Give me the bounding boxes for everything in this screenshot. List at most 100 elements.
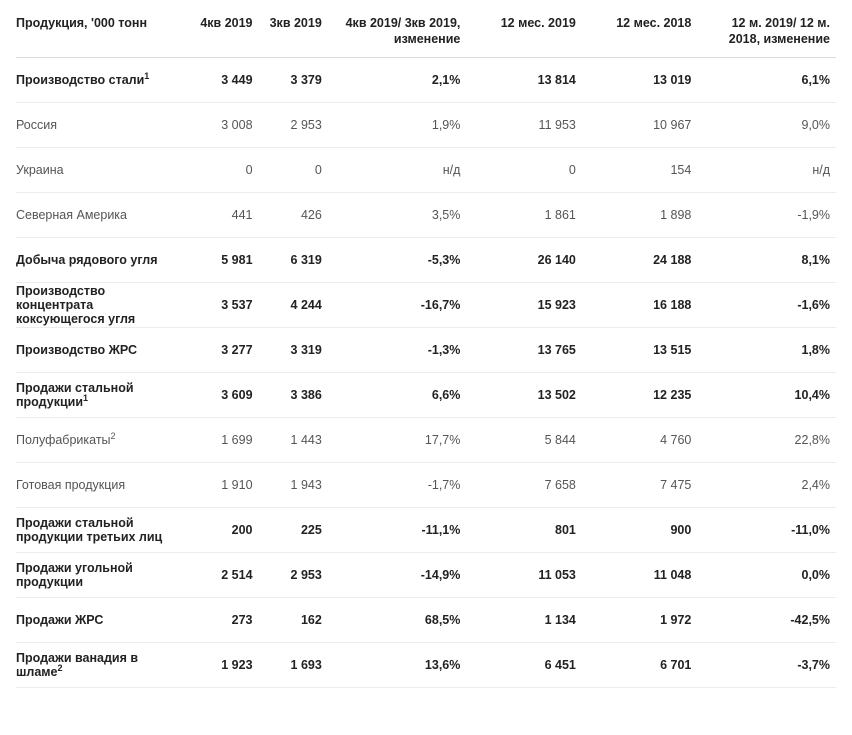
cell-q4: 3 008 [189, 103, 258, 148]
cell-qchg: -1,3% [328, 328, 467, 373]
cell-q3: 1 443 [259, 418, 328, 463]
cell-label: Продажи ЖРС [16, 598, 189, 643]
cell-qchg: 68,5% [328, 598, 467, 643]
cell-y19: 801 [466, 508, 581, 553]
cell-q4: 441 [189, 193, 258, 238]
cell-q3: 3 379 [259, 58, 328, 103]
cell-y19: 26 140 [466, 238, 581, 283]
cell-q3: 1 943 [259, 463, 328, 508]
cell-y18: 16 188 [582, 283, 697, 328]
cell-q3: 162 [259, 598, 328, 643]
table-row: Россия 3 0082 9531,9%11 95310 9679,0% [16, 103, 836, 148]
cell-ychg: 9,0% [697, 103, 836, 148]
col-header-label: Продукция, '000 тонн [16, 12, 189, 58]
cell-y19: 5 844 [466, 418, 581, 463]
cell-y18: 7 475 [582, 463, 697, 508]
cell-y18: 900 [582, 508, 697, 553]
cell-q4: 1 699 [189, 418, 258, 463]
cell-q4: 200 [189, 508, 258, 553]
cell-q3: 0 [259, 148, 328, 193]
row-label: Северная Америка [16, 208, 127, 222]
cell-label: Производство стали1 [16, 58, 189, 103]
table-row: Продажи стальной продукции13 6093 3866,6… [16, 373, 836, 418]
cell-ychg: н/д [697, 148, 836, 193]
row-label: Россия [16, 118, 57, 132]
cell-y19: 11 053 [466, 553, 581, 598]
cell-y19: 1 134 [466, 598, 581, 643]
cell-q4: 273 [189, 598, 258, 643]
cell-q3: 2 953 [259, 553, 328, 598]
cell-label: Продажи ванадия в шламе2 [16, 643, 189, 688]
cell-ychg: -1,9% [697, 193, 836, 238]
cell-label: Производство концентрата коксующегося уг… [16, 283, 189, 328]
cell-qchg: 2,1% [328, 58, 467, 103]
cell-q4: 3 609 [189, 373, 258, 418]
cell-ychg: 22,8% [697, 418, 836, 463]
cell-y19: 0 [466, 148, 581, 193]
cell-ychg: 2,4% [697, 463, 836, 508]
cell-label: Производство ЖРС [16, 328, 189, 373]
table-head: Продукция, '000 тонн4кв 20193кв 20194кв … [16, 12, 836, 58]
cell-ychg: -1,6% [697, 283, 836, 328]
cell-q4: 3 277 [189, 328, 258, 373]
cell-y18: 13 019 [582, 58, 697, 103]
cell-label: Продажи угольной продукции [16, 553, 189, 598]
row-label: Производство стали [16, 73, 144, 87]
footnote-ref: 1 [144, 71, 149, 81]
cell-qchg: 17,7% [328, 418, 467, 463]
cell-q3: 3 386 [259, 373, 328, 418]
footnote-ref: 1 [83, 393, 88, 403]
table-body: Производство стали13 4493 3792,1%13 8141… [16, 58, 836, 688]
table-row: Продажи ванадия в шламе21 9231 69313,6%6… [16, 643, 836, 688]
table-row: Производство концентрата коксующегося уг… [16, 283, 836, 328]
footnote-ref: 2 [58, 663, 63, 673]
table-row: Готовая продукция1 9101 943-1,7%7 6587 4… [16, 463, 836, 508]
row-label: Продажи угольной продукции [16, 561, 133, 589]
cell-ychg: -42,5% [697, 598, 836, 643]
cell-q3: 3 319 [259, 328, 328, 373]
cell-y19: 15 923 [466, 283, 581, 328]
col-header-y18: 12 мес. 2018 [582, 12, 697, 58]
cell-q4: 3 537 [189, 283, 258, 328]
cell-q4: 3 449 [189, 58, 258, 103]
cell-y19: 6 451 [466, 643, 581, 688]
cell-label: Готовая продукция [16, 463, 189, 508]
cell-ychg: 6,1% [697, 58, 836, 103]
row-label: Продажи ЖРС [16, 613, 103, 627]
cell-qchg: 1,9% [328, 103, 467, 148]
cell-qchg: -14,9% [328, 553, 467, 598]
table-row: Производство стали13 4493 3792,1%13 8141… [16, 58, 836, 103]
row-label: Продажи ванадия в шламе [16, 651, 138, 679]
row-label: Готовая продукция [16, 478, 125, 492]
table-row: Продажи стальной продукции третьих лиц20… [16, 508, 836, 553]
cell-qchg: -5,3% [328, 238, 467, 283]
table-row: Северная Америка4414263,5%1 8611 898-1,9… [16, 193, 836, 238]
cell-y18: 4 760 [582, 418, 697, 463]
table-row: Производство ЖРС3 2773 319-1,3%13 76513 … [16, 328, 836, 373]
cell-y18: 10 967 [582, 103, 697, 148]
cell-q4: 2 514 [189, 553, 258, 598]
row-label: Украина [16, 163, 64, 177]
cell-q3: 2 953 [259, 103, 328, 148]
table-row: Добыча рядового угля5 9816 319-5,3%26 14… [16, 238, 836, 283]
cell-y18: 1 898 [582, 193, 697, 238]
col-header-qchg: 4кв 2019/ 3кв 2019, изменение [328, 12, 467, 58]
cell-q3: 426 [259, 193, 328, 238]
production-table: Продукция, '000 тонн4кв 20193кв 20194кв … [16, 12, 836, 688]
cell-ychg: 1,8% [697, 328, 836, 373]
cell-label: Продажи стальной продукции третьих лиц [16, 508, 189, 553]
cell-qchg: 13,6% [328, 643, 467, 688]
cell-qchg: н/д [328, 148, 467, 193]
cell-y18: 12 235 [582, 373, 697, 418]
cell-label: Россия [16, 103, 189, 148]
cell-label: Северная Америка [16, 193, 189, 238]
cell-y19: 11 953 [466, 103, 581, 148]
cell-y19: 7 658 [466, 463, 581, 508]
cell-label: Добыча рядового угля [16, 238, 189, 283]
cell-y18: 154 [582, 148, 697, 193]
cell-q3: 225 [259, 508, 328, 553]
cell-qchg: 3,5% [328, 193, 467, 238]
cell-q4: 0 [189, 148, 258, 193]
row-label: Продажи стальной продукции [16, 381, 134, 409]
cell-q3: 1 693 [259, 643, 328, 688]
